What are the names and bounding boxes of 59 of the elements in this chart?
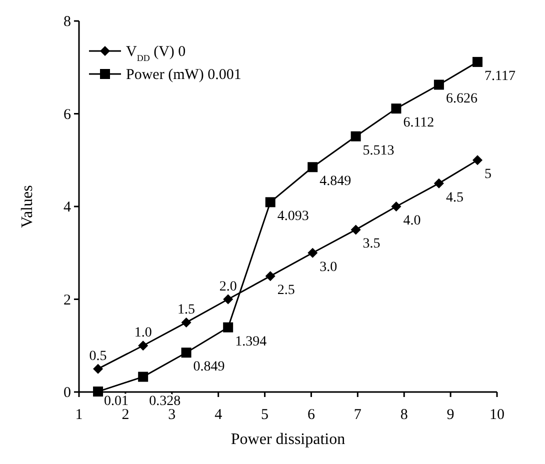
data-label: 1.5 [178,302,196,318]
data-label: 3.0 [320,260,338,275]
x-tick-label: 10 [490,407,504,423]
point [434,80,444,90]
data-label: 1.394 [235,334,267,350]
data-label: 2.0 [219,279,237,294]
data-label: 4.093 [277,209,309,224]
point [391,202,402,212]
point [223,322,234,332]
point [472,56,482,67]
x-tick-label: 1 [75,407,83,423]
data-label: 5 [484,167,492,182]
y-tick-label: 8 [64,14,71,30]
data-label: 0.328 [149,394,181,409]
point [93,364,104,374]
legend-label: V$_{DD}$ (V) 0 [126,44,186,63]
x-tick-label: 8 [400,407,408,423]
point [223,294,234,304]
y-tick-label: 4 [64,200,72,216]
point [391,104,402,114]
point [308,162,318,172]
point [138,372,148,382]
x-tick-label: 5 [261,407,269,423]
point [308,248,318,258]
data-label: 2.5 [277,283,295,298]
data-label: 6.626 [446,92,478,107]
data-label: 4.0 [403,214,421,228]
x-tick-label: 4 [214,407,223,423]
x-tick-label: 2 [122,407,130,423]
data-label: 4.849 [320,174,352,190]
x-tick-label: 3 [168,407,176,423]
y-tick-label: 6 [64,106,72,123]
point [350,131,361,142]
x-axis-title: Power dissipation [230,431,346,448]
data-label: 0.849 [193,360,225,375]
point [350,224,361,235]
data-label: 6.112 [403,116,434,131]
y-tick-label: 0 [64,385,71,401]
point [265,271,276,282]
data-label: 5.513 [362,143,394,158]
data-label: 0.5 [89,348,107,364]
x-tick-label: 7 [354,407,362,423]
data-label: 1.0 [134,326,152,341]
legend-label: Power (mW) 0.001 [126,67,242,83]
point [138,340,148,351]
data-label: 7.117 [484,68,516,84]
y-axis-title: Values [19,185,36,228]
x-tick-label: 9 [446,407,454,423]
point [434,178,444,188]
point [93,386,104,397]
point [181,348,192,358]
x-tick-label: 6 [307,407,316,423]
point [181,317,192,328]
point [265,197,276,208]
data-label: 0.01 [104,394,129,409]
data-label: 4.5 [446,190,464,206]
point [472,155,482,166]
y-tick-label: 2 [64,292,71,308]
data-label: 3.5 [362,236,380,252]
